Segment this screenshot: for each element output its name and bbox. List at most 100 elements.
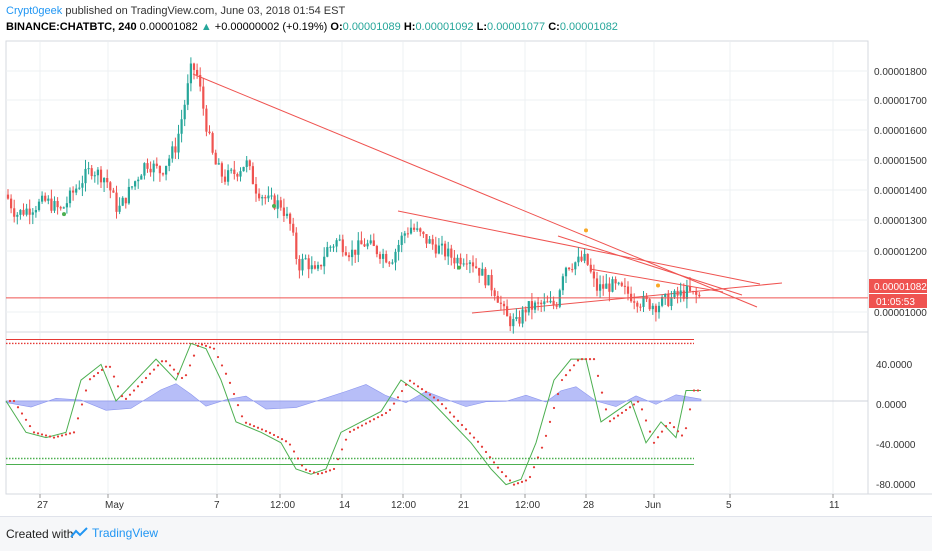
osc-dot — [496, 466, 500, 469]
price-tick: 0.00001500 — [874, 156, 927, 167]
candle-body — [403, 233, 406, 236]
candle-body — [354, 249, 357, 255]
candle-body — [87, 168, 90, 170]
candle-body — [115, 192, 118, 212]
osc-dot — [28, 424, 32, 428]
osc-dot — [96, 371, 100, 375]
candle-body — [406, 233, 409, 235]
osc-dot — [212, 347, 216, 350]
candle-body — [264, 197, 267, 199]
candle-body — [134, 181, 137, 187]
candle-body — [90, 168, 93, 177]
time-tick: 27 — [37, 500, 49, 511]
osc-dot — [104, 365, 108, 368]
candle-body — [332, 246, 335, 248]
osc-dot — [452, 415, 456, 418]
osc-dot — [8, 399, 12, 403]
osc-dot — [472, 436, 476, 439]
osc-dot — [672, 426, 676, 429]
osc-dot — [200, 343, 204, 346]
osc-dot — [280, 438, 284, 441]
candle-body — [50, 198, 53, 211]
candle-body — [419, 228, 422, 232]
osc-dot — [24, 418, 28, 421]
osc-dot — [464, 428, 468, 431]
osc-dot — [380, 413, 384, 417]
candle-body — [670, 297, 673, 307]
candle-body — [561, 276, 564, 291]
osc-dot — [328, 469, 332, 472]
time-tick: 21 — [458, 500, 470, 511]
candle-body — [617, 282, 620, 284]
osc-dot — [128, 393, 132, 396]
published-text: published on TradingView.com, June 03, 2… — [65, 5, 346, 17]
osc-dot — [32, 431, 36, 434]
osc-dot — [660, 430, 664, 433]
candle-body — [568, 267, 571, 270]
candle-body — [468, 262, 471, 264]
candle-body — [577, 256, 580, 263]
osc-dot — [188, 364, 192, 367]
osc-dot — [600, 391, 604, 394]
tradingview-brand[interactable]: TradingView — [70, 526, 158, 540]
osc-dot — [612, 417, 616, 420]
candle-body — [130, 186, 134, 188]
osc-dot — [644, 419, 648, 422]
osc-dot — [664, 424, 668, 428]
candle-body — [143, 163, 146, 176]
time-tick: 12:00 — [515, 500, 540, 511]
candle-body — [168, 158, 171, 166]
author-link[interactable]: Crypt0geek — [6, 5, 63, 17]
osc-dot — [352, 428, 356, 431]
candle-body — [62, 207, 65, 209]
candle-body — [465, 263, 468, 265]
osc-dot — [244, 421, 248, 424]
osc-dot — [616, 414, 620, 417]
osc-dot — [628, 406, 632, 409]
osc-dot — [100, 368, 104, 371]
footer-bar: Created with TradingView — [0, 516, 932, 551]
symbol-name[interactable]: BINANCE:CHATBTC, 240 — [6, 21, 137, 33]
candle-body — [496, 295, 499, 303]
candle-body — [230, 169, 233, 171]
price-tick: 0.00001000 — [874, 308, 927, 319]
chart-canvas[interactable]: 0.00001800 0.00001700 0.00001600 0.00001… — [0, 0, 932, 516]
candle-body — [93, 175, 96, 177]
osc-dot — [384, 411, 388, 415]
osc-dot — [156, 364, 160, 367]
candle-body — [282, 207, 285, 216]
candle-body — [372, 240, 375, 246]
candle-body — [223, 176, 227, 182]
osc-dot — [604, 408, 608, 411]
candle-body — [512, 318, 515, 327]
symbol-legend: BINANCE:CHATBTC, 240 0.00001082 ▲ +0.000… — [6, 21, 618, 33]
candle-body — [583, 253, 586, 261]
osc-histogram — [5, 383, 702, 411]
candle-body — [471, 262, 475, 267]
osc-dot — [316, 472, 320, 475]
osc-dot — [48, 435, 52, 438]
candle-body — [416, 228, 419, 230]
close-value: 0.00001082 — [559, 21, 618, 33]
osc-dot — [292, 450, 296, 453]
low-value: 0.00001077 — [487, 21, 546, 33]
osc-dot — [428, 393, 432, 396]
osc-dot — [468, 432, 472, 435]
osc-dot — [544, 434, 548, 437]
candle-body — [363, 244, 366, 247]
candle-body — [385, 253, 388, 263]
osc-dot — [412, 382, 416, 385]
osc-dot — [448, 411, 452, 414]
candle-body — [487, 275, 490, 286]
candle-body — [227, 170, 230, 182]
candle-body — [155, 163, 158, 166]
candle-body — [397, 244, 400, 252]
osc-dot — [288, 443, 292, 446]
current-price-label: 0.00001082 — [874, 282, 927, 293]
osc-dot — [20, 412, 24, 415]
candle-body — [276, 200, 279, 209]
candle-body — [651, 305, 654, 310]
candle-body — [633, 301, 636, 303]
osc-dot — [404, 383, 408, 386]
candle-body — [453, 257, 456, 264]
